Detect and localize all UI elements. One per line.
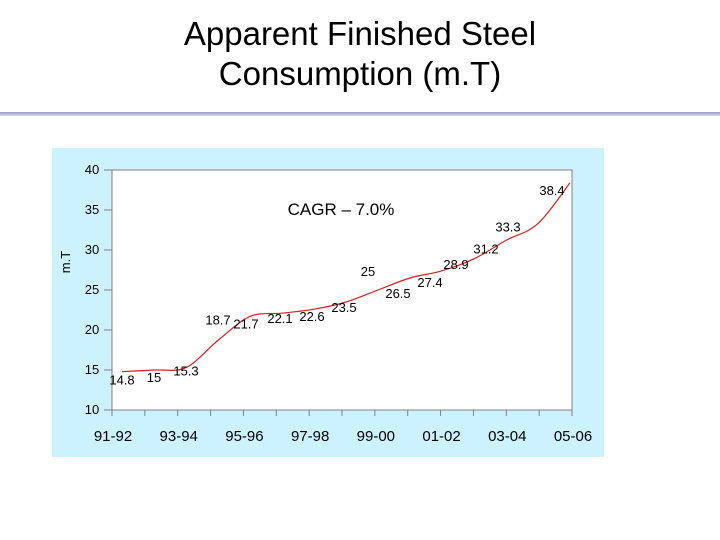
data-label: 22.6 — [299, 309, 324, 324]
series-group — [121, 182, 571, 373]
data-label: 14.8 — [109, 373, 134, 388]
data-label: 31.2 — [473, 241, 498, 256]
x-tick-label: 93-94 — [160, 428, 198, 445]
y-axis: 10 15 20 25 30 35 40 — [85, 162, 112, 417]
data-label: 26.5 — [385, 286, 410, 301]
x-tick-label: 99-00 — [357, 428, 395, 445]
data-label: 18.7 — [205, 312, 230, 327]
slide-title: Apparent Finished Steel Consumption (m.T… — [0, 14, 720, 94]
data-label: 38.4 — [539, 183, 564, 198]
x-tick-label: 01-02 — [422, 428, 460, 445]
x-axis: 91-92 93-94 95-96 97-98 99-00 01-02 03-04 05-06 — [94, 410, 592, 445]
cagr-annotation: CAGR – 7.0% — [288, 200, 395, 219]
x-tick-label: 91-92 — [94, 428, 132, 445]
data-labels: 14.8 15 15.3 18.7 21.7 22.1 22.6 23.5 25 26.5 27.4… — [109, 183, 564, 388]
y-tick-label: 25 — [85, 282, 99, 297]
data-label: 21.7 — [233, 316, 258, 331]
data-label: 22.1 — [267, 311, 292, 326]
series-line — [121, 182, 571, 373]
y-axis-label: m.T — [58, 251, 73, 273]
title-line-2: Consumption (m.T) — [218, 55, 502, 92]
y-tick-label: 20 — [85, 322, 99, 337]
y-tick-label: 35 — [85, 202, 99, 217]
data-label: 15.3 — [173, 364, 198, 379]
x-tick-label: 03-04 — [488, 428, 526, 445]
data-label: 15 — [147, 370, 161, 385]
y-tick-label: 40 — [85, 162, 99, 177]
title-line-1: Apparent Finished Steel — [183, 15, 537, 52]
y-tick-label: 15 — [85, 362, 99, 377]
data-label: 33.3 — [495, 220, 520, 235]
data-label: 23.5 — [331, 300, 356, 315]
title-divider — [0, 112, 720, 116]
x-tick-label: 05-06 — [554, 428, 592, 445]
data-label: 28.9 — [443, 257, 468, 272]
x-tick-label: 97-98 — [291, 428, 329, 445]
x-tick-label: 95-96 — [225, 428, 263, 445]
data-label: 25 — [361, 264, 375, 279]
y-tick-label: 10 — [85, 402, 99, 417]
data-label: 27.4 — [417, 275, 442, 290]
y-tick-label: 30 — [85, 242, 99, 257]
